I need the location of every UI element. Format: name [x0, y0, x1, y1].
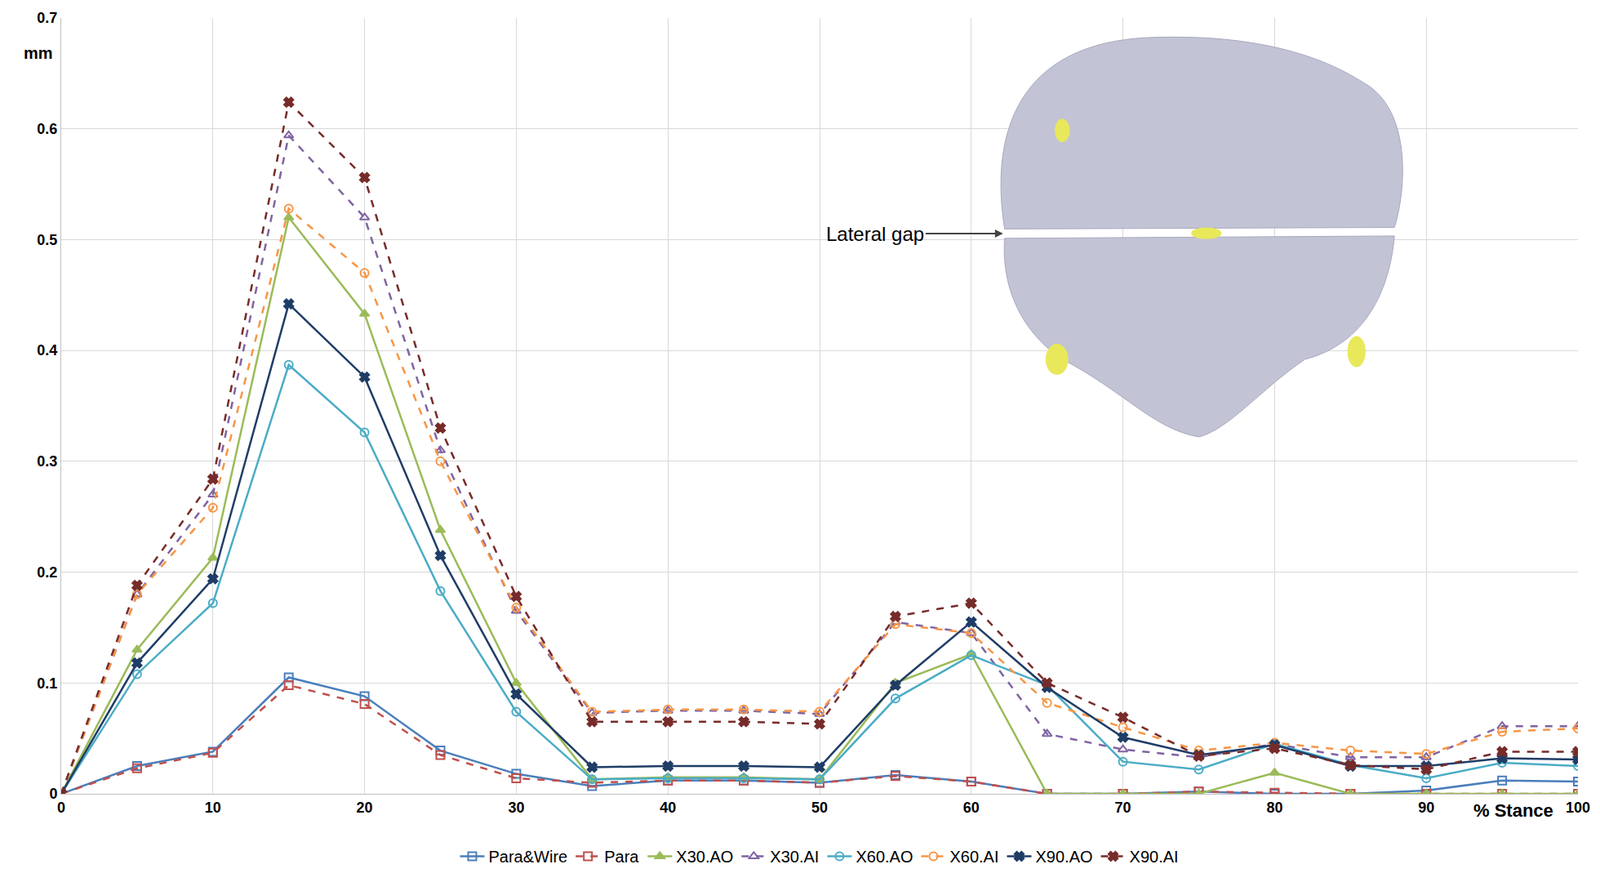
svg-text:70: 70 — [1115, 799, 1132, 816]
svg-text:Lateral gap: Lateral gap — [826, 222, 925, 245]
svg-text:X30.AO: X30.AO — [675, 847, 734, 866]
svg-text:0: 0 — [57, 799, 66, 816]
svg-text:100: 100 — [1565, 799, 1591, 816]
svg-text:0.7: 0.7 — [36, 9, 58, 27]
svg-text:0.3: 0.3 — [36, 453, 58, 470]
svg-text:0.5: 0.5 — [36, 231, 58, 249]
svg-text:90: 90 — [1417, 799, 1435, 816]
svg-text:0.1: 0.1 — [36, 675, 58, 692]
svg-text:0: 0 — [48, 785, 58, 802]
svg-text:80: 80 — [1266, 799, 1283, 816]
svg-text:60: 60 — [963, 799, 980, 816]
svg-text:Para: Para — [604, 847, 640, 866]
svg-text:30: 30 — [507, 799, 525, 816]
svg-text:X60.AI: X60.AI — [949, 847, 999, 866]
svg-text:X90.AO: X90.AO — [1035, 847, 1094, 866]
svg-text:40: 40 — [659, 799, 676, 816]
svg-text:10: 10 — [204, 799, 222, 816]
svg-text:X90.AI: X90.AI — [1129, 847, 1179, 866]
svg-text:0.2: 0.2 — [36, 564, 58, 581]
svg-text:X60.AO: X60.AO — [855, 847, 913, 866]
svg-text:20: 20 — [356, 799, 374, 816]
svg-text:mm: mm — [23, 44, 54, 63]
svg-text:0.6: 0.6 — [36, 120, 58, 138]
svg-text:0.4: 0.4 — [36, 342, 58, 359]
svg-text:% Stance: % Stance — [1473, 800, 1554, 821]
svg-text:X30.AI: X30.AI — [769, 847, 819, 866]
svg-text:Para&Wire: Para&Wire — [488, 847, 569, 866]
svg-text:50: 50 — [811, 799, 828, 816]
